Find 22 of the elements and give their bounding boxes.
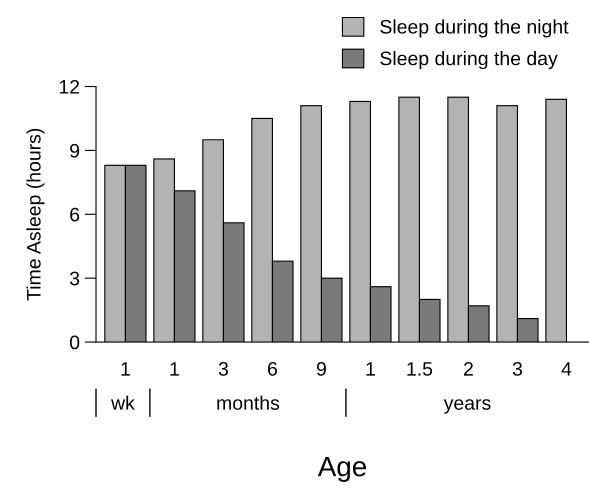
y-tick-label: 0 <box>70 336 80 350</box>
x-tick-label: 3 <box>512 362 522 376</box>
x-tick-label: 3 <box>218 362 228 376</box>
legend-label: Sleep during the day <box>380 51 558 70</box>
x-tick-label: 1 <box>170 362 179 376</box>
text: wk <box>111 396 135 410</box>
text: months <box>217 396 280 410</box>
x-axis-title: Age <box>318 457 366 482</box>
x-tick-label: 2 <box>464 362 473 376</box>
x-tick-label: 1.5 <box>407 362 432 376</box>
text: years <box>444 399 491 414</box>
y-tick-label: 12 <box>60 80 80 94</box>
y-tick-label: 9 <box>70 144 80 158</box>
y-tick-label: 6 <box>70 208 80 222</box>
legend-label: Sleep during the night <box>380 19 568 38</box>
x-tick-label: 1 <box>121 362 130 376</box>
x-tick-label: 4 <box>562 362 572 376</box>
x-tick-label: 9 <box>316 362 326 376</box>
y-tick-label: 3 <box>70 272 80 286</box>
y-axis-title: Time Asleep (hours) <box>26 128 45 300</box>
x-tick-label: 1 <box>366 362 375 376</box>
x-tick-label: 6 <box>268 362 277 376</box>
